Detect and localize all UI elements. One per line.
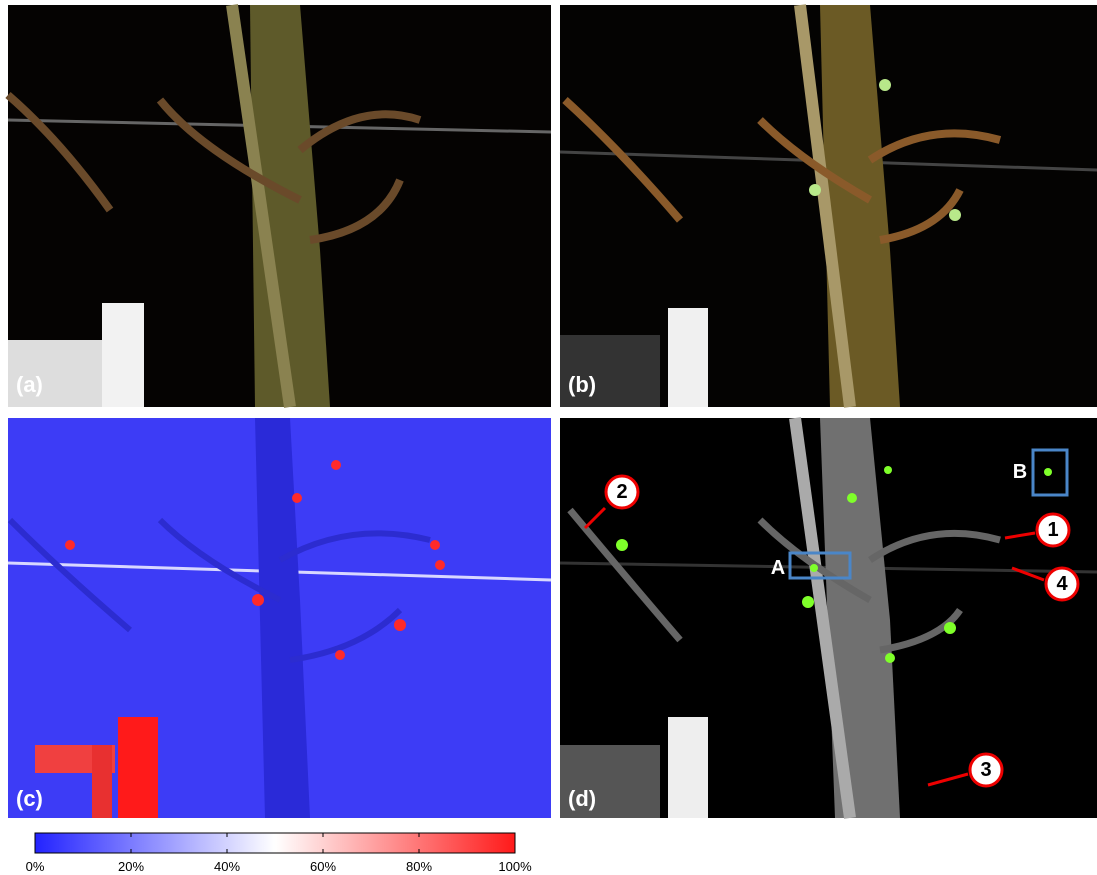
colorbar: 0% 20% 40% 60% 80% 100% bbox=[26, 833, 532, 874]
panel-label: (d) bbox=[568, 786, 596, 811]
colorbar-gradient bbox=[35, 833, 515, 853]
tick-label: 100% bbox=[498, 859, 532, 874]
panel-label: (c) bbox=[16, 786, 43, 811]
callout: 1 bbox=[1047, 519, 1058, 541]
tick-label: 0% bbox=[26, 859, 45, 874]
panel-label: (a) bbox=[16, 372, 43, 397]
panel-a: (a) bbox=[8, 5, 551, 407]
tick-label: 40% bbox=[214, 859, 240, 874]
panel-c: (c) bbox=[8, 418, 551, 818]
tick-label: 80% bbox=[406, 859, 432, 874]
panel-label: (b) bbox=[568, 372, 596, 397]
figure: (a) (b) (c) bbox=[0, 0, 1097, 875]
tick-label: 60% bbox=[310, 859, 336, 874]
panel-b: (b) bbox=[560, 5, 1097, 407]
callout: 4 bbox=[1056, 573, 1068, 595]
panel-d: A B 1 2 3 4 (d) bbox=[560, 418, 1097, 818]
tick-label: 20% bbox=[118, 859, 144, 874]
callout: 2 bbox=[616, 481, 627, 503]
callout: 3 bbox=[980, 759, 991, 781]
box-label: B bbox=[1013, 461, 1027, 483]
box-label: A bbox=[771, 557, 785, 579]
